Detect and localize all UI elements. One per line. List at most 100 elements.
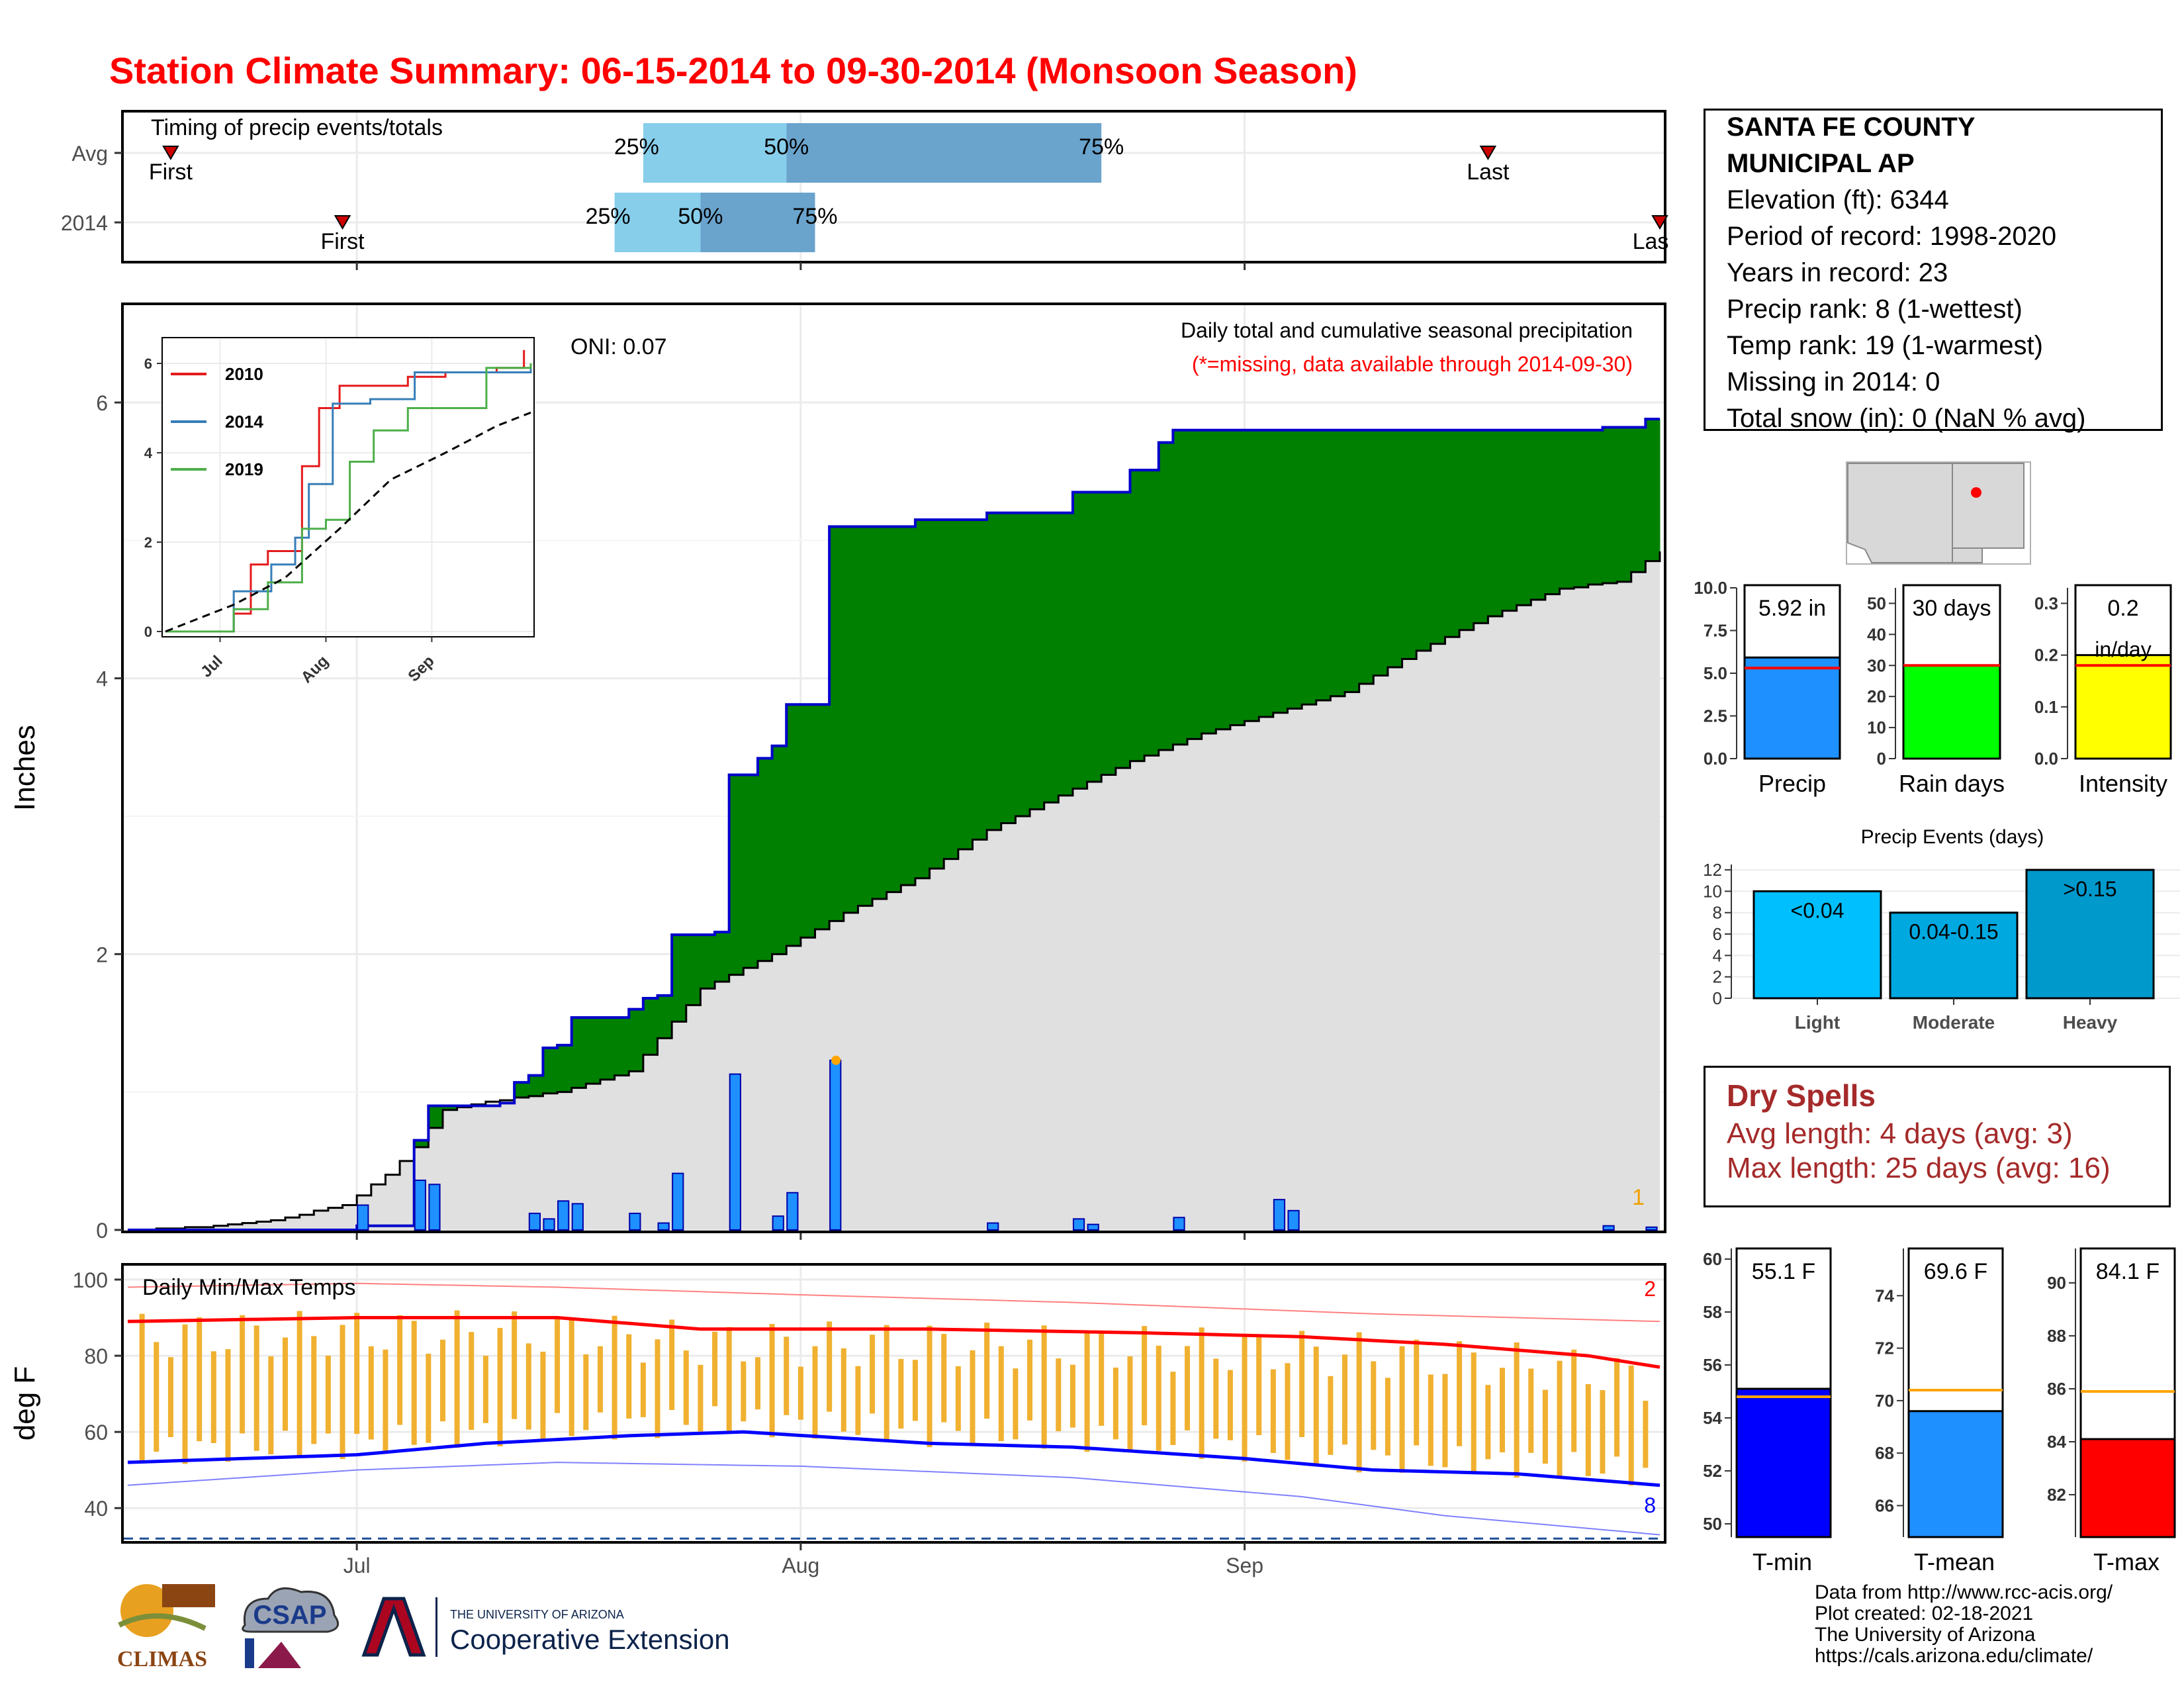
daily-temp-range-bar	[754, 1357, 760, 1410]
surplus-segment	[1430, 430, 1445, 644]
surplus-segment	[700, 935, 715, 989]
climas-block-icon	[162, 1584, 215, 1607]
daily-temp-range-bar	[797, 1366, 803, 1420]
dry-spells-avg: Avg length: 4 days (avg: 3)	[1727, 1117, 2073, 1150]
surplus-segment	[843, 526, 858, 913]
temperature-bar-charts: 50 52 54 56 58 60 55.1 F T-min 66 68 70 72 74 69.6 F T…	[1703, 1247, 2176, 1575]
temp-y-tick-label: 40	[84, 1497, 108, 1521]
daily-temp-range-bar	[583, 1354, 589, 1430]
surplus-segment	[929, 520, 944, 869]
surplus-segment	[743, 774, 758, 968]
surplus-segment	[1559, 430, 1574, 589]
inset-y-tick-label: 0	[144, 624, 152, 640]
csap-bars-icon	[245, 1638, 254, 1668]
daily-temp-range-bar	[712, 1331, 718, 1407]
tbar-y-tick-label: 50	[1703, 1514, 1722, 1534]
surplus-segment	[1201, 430, 1216, 734]
daily-temp-range-bar	[1227, 1370, 1233, 1440]
daily-temp-range-bar	[1113, 1367, 1118, 1440]
daily-temp-range-bar	[383, 1349, 388, 1454]
csap-text: CSAP	[253, 1601, 326, 1630]
tbar-value	[1735, 1387, 1832, 1538]
oni-label: ONI: 0.07	[570, 334, 667, 359]
timing-row-label: Avg	[71, 142, 108, 165]
first-event-marker	[334, 215, 351, 230]
surplus-segment	[543, 1048, 558, 1094]
mini-bar-value	[2074, 654, 2172, 760]
daily-temp-range-bar	[1414, 1339, 1420, 1446]
temp-y-tick-label: 60	[84, 1421, 108, 1444]
credit-url: https://cals.arizona.edu/climate/	[1815, 1645, 2093, 1667]
daily-temp-range-bar	[311, 1336, 317, 1444]
tbar-y-tick-label: 70	[1875, 1391, 1894, 1411]
surplus-segment	[987, 512, 1002, 830]
daily-temp-range-bar	[870, 1335, 876, 1414]
daily-temp-range-bar	[884, 1325, 889, 1442]
inset-series-2019	[165, 363, 532, 633]
timing-row-label: 2014	[61, 211, 108, 235]
surplus-segment	[1173, 430, 1188, 745]
daily-precip-bar	[657, 1222, 670, 1231]
daily-temp-range-bar	[469, 1332, 475, 1430]
tbar-value	[1907, 1410, 2004, 1538]
daily-temp-range-bar	[1399, 1346, 1405, 1473]
surplus-segment	[757, 758, 773, 961]
daily-temp-range-bar	[769, 1324, 775, 1438]
events-bar-label: 0.04-0.15	[1909, 920, 1998, 944]
inset-y-tick-label: 4	[144, 445, 153, 461]
daily-temp-range-bar	[698, 1364, 704, 1432]
daily-temp-range-bar	[1313, 1346, 1319, 1465]
new-mexico-shape	[1952, 463, 2025, 549]
surplus-segment	[1302, 430, 1317, 705]
surplus-segment	[1115, 492, 1130, 769]
daily-temp-range-bar	[1500, 1368, 1506, 1453]
temp-panel-bg	[122, 1264, 1665, 1542]
last-event-marker	[1479, 146, 1497, 160]
daily-temp-range-bar	[555, 1317, 561, 1413]
station-map	[1846, 461, 2031, 565]
surplus-segment	[958, 520, 973, 850]
surplus-segment	[1058, 512, 1073, 796]
surplus-segment	[1602, 427, 1617, 583]
quartile-label-25: 25%	[614, 134, 659, 160]
daily-temp-range-bar	[197, 1317, 203, 1442]
surplus-segment	[872, 526, 887, 900]
daily-temp-range-bar	[1099, 1333, 1105, 1426]
surplus-segment	[1617, 427, 1632, 582]
daily-temp-range-bar	[1299, 1331, 1305, 1437]
daily-precip-bar	[729, 1073, 741, 1231]
timing-rows: Avg 25% 50% 75% First Last 2014 25% 50% 75% First L…	[61, 123, 1668, 254]
temp-x-axis: Jul Aug Sep	[343, 1542, 1263, 1577]
daily-temp-range-bar	[1242, 1336, 1248, 1462]
daily-temp-range-bar	[1270, 1369, 1276, 1453]
surplus-segment	[414, 1140, 429, 1148]
avg-tmax-line	[127, 1316, 1661, 1369]
daily-temp-range-bar	[640, 1362, 646, 1417]
temp-panel: 40 60 80 100 Jul Aug Sep deg F Daily Min/Max …	[9, 1263, 1666, 1577]
station-snow: Total snow (in): 0 (NaN % avg)	[1727, 404, 2086, 433]
mini-bar-category-label: Rain days	[1899, 770, 2005, 797]
tbar-y-tick-label: 82	[2047, 1485, 2066, 1505]
mini-y-tick-label: 40	[1867, 624, 1886, 644]
daily-temp-range-bar	[970, 1350, 976, 1446]
daily-temp-range-bar	[841, 1348, 846, 1432]
surplus-segment	[729, 774, 744, 975]
daily-temp-range-bar	[1542, 1389, 1548, 1464]
surplus-segment	[1545, 430, 1561, 594]
daily-temp-range-bar	[1457, 1341, 1463, 1446]
daily-precip-bar	[543, 1218, 555, 1231]
tbar-y-tick-label: 86	[2047, 1379, 2066, 1399]
daily-temp-range-bar	[1371, 1361, 1377, 1450]
daily-precip-bars	[357, 1055, 1658, 1231]
surplus-segment	[1345, 430, 1360, 692]
precip-areas	[128, 418, 1661, 1231]
daily-temp-range-bar	[253, 1325, 259, 1451]
surplus-segment	[557, 1045, 572, 1092]
missing-note: (*=missing, data available through 2014-…	[1192, 352, 1633, 376]
surplus-segment	[1287, 430, 1302, 709]
daily-precip-bar	[1087, 1223, 1099, 1231]
surplus-segment	[715, 932, 730, 982]
events-bar-label: >0.15	[2064, 877, 2117, 901]
